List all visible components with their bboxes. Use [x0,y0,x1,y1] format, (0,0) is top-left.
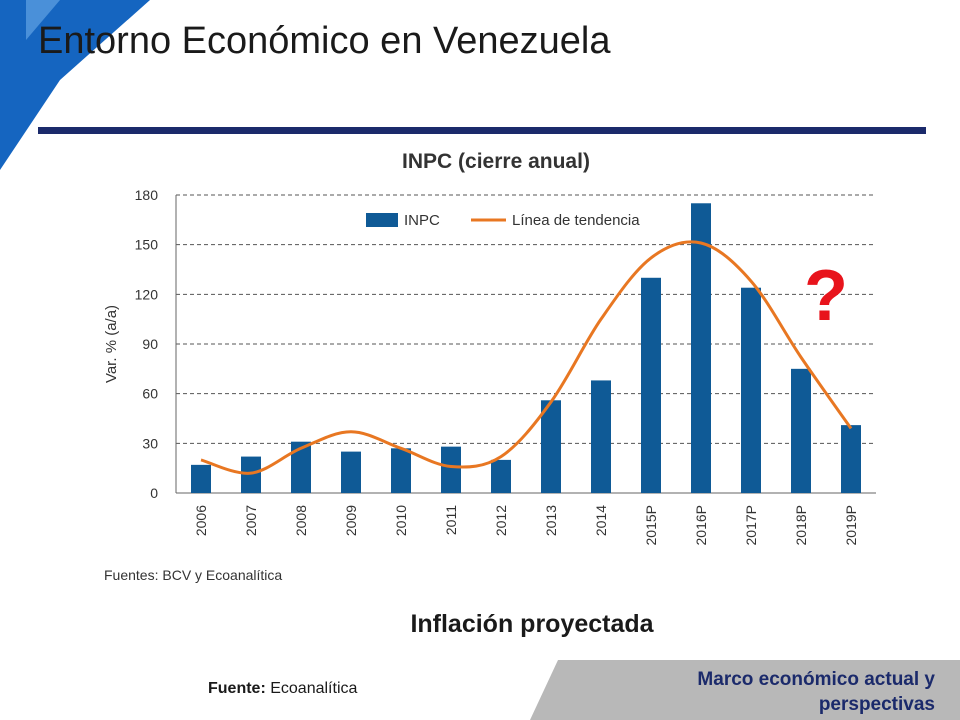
bar-2014 [591,380,611,493]
y-tick-label: 180 [135,187,159,203]
bar-2008 [291,441,311,493]
legend-label-trend: Línea de tendencia [512,212,640,229]
x-tick-label: 2006 [193,505,209,536]
bar-2015P [641,277,661,493]
chart-sources-note: Fuentes: BCV y Ecoanalítica [104,567,282,583]
bar-2006 [191,464,211,493]
y-tick-label: 90 [142,336,158,352]
source-note: Fuente: Ecoanalítica [208,680,357,698]
x-tick-label: 2016P [693,505,709,545]
x-tick-label: 2015P [643,505,659,545]
y-tick-label: 150 [135,237,159,253]
x-tick-label: 2007 [243,505,259,536]
legend-label-inpc: INPC [404,212,440,229]
slide-title: Entorno Económico en Venezuela [38,20,611,62]
chart-title: INPC (cierre anual) [402,150,590,173]
y-tick-label: 30 [142,435,158,451]
trend-line [200,240,853,475]
title-divider [38,127,926,134]
footer-tab [530,660,960,720]
x-tick-label: 2012 [493,505,509,536]
corner-decoration [0,0,150,170]
chart-canvas: INPC (cierre anual) 0 30 60 90 120 150 180 Var. … [103,150,876,583]
x-tick-label: 2009 [343,505,359,536]
bar-2007 [241,456,261,493]
x-tick-label: 2014 [593,505,609,536]
bar-2018P [791,368,811,493]
bar-2009 [341,451,361,493]
x-tick-label: 2019P [843,505,859,545]
y-tick-label: 60 [142,386,158,402]
x-tick-label: 2010 [393,505,409,536]
source-label: Fuente: [208,680,266,697]
inflation-chart: INPC (cierre anual) 0 30 60 90 120 150 180 Var. … [96,140,882,590]
source-value: Ecoanalítica [270,680,358,697]
y-tick-label: 120 [135,286,159,302]
bar-2011 [441,446,461,493]
footer-section-label: Marco económico actual y perspectivas [697,669,935,715]
bar-2017P [741,287,761,493]
x-tick-label: 2011 [443,505,459,535]
y-tick-label: 0 [150,485,158,501]
x-tick-label: 2017P [743,505,759,545]
bar-2016P [691,203,711,493]
x-tick-label: 2018P [793,505,809,545]
bar-2012 [491,459,511,493]
x-tick-label: 2013 [543,505,559,536]
y-axis-label: Var. % (a/a) [103,305,120,383]
legend-swatch-inpc [366,213,398,227]
bar-2019P [841,425,861,493]
question-mark: ? [804,256,848,336]
bar-2010 [391,448,411,493]
chart-caption: Inflación proyectada [410,610,654,638]
x-tick-label: 2008 [293,505,309,536]
bar-2013 [541,400,561,493]
